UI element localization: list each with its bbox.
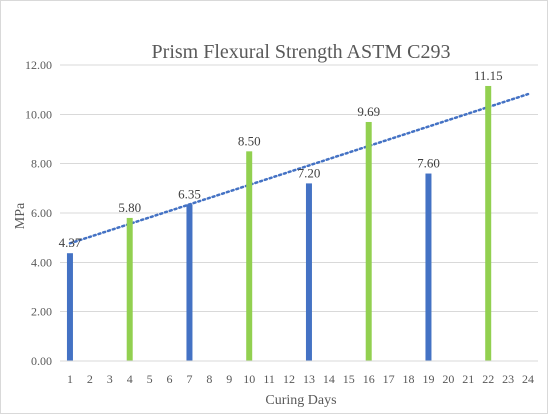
- data-labels: 4.37 5.80 6.35 8.50 7.20 9.69 7.60 11.15: [59, 68, 503, 250]
- x-tick-label: 19: [422, 372, 434, 386]
- x-tick-label: 21: [462, 372, 474, 386]
- data-label-day-4: 5.80: [118, 200, 141, 215]
- data-label-day-13: 7.20: [298, 165, 321, 180]
- bar-day-4: [126, 217, 133, 361]
- x-tick-label: 7: [186, 372, 192, 386]
- x-tick-label: 1: [67, 372, 73, 386]
- y-tick-label: 4.00: [31, 255, 52, 269]
- bar-day-10: [246, 151, 253, 361]
- y-axis-label: MPa: [13, 202, 28, 229]
- x-tick-label: 10: [243, 372, 255, 386]
- x-tick-label: 9: [226, 372, 232, 386]
- data-label-day-1: 4.37: [59, 235, 82, 250]
- x-tick-label: 2: [87, 372, 93, 386]
- x-tick-label: 4: [127, 372, 133, 386]
- data-label-day-7: 6.35: [178, 186, 201, 201]
- x-tick-label: 17: [383, 372, 395, 386]
- data-label-day-16: 9.69: [357, 104, 380, 119]
- x-tick-label: 24: [522, 372, 534, 386]
- bar-day-19: [425, 173, 432, 361]
- x-axis-label: Curing Days: [265, 393, 336, 408]
- x-tick-label: 8: [206, 372, 212, 386]
- bar-day-22: [485, 85, 492, 361]
- chart-title: Prism Flexural Strength ASTM C293: [152, 41, 451, 63]
- bar-day-13: [305, 183, 312, 361]
- x-tick-label: 16: [363, 372, 375, 386]
- data-label-day-10: 8.50: [238, 133, 261, 148]
- bar-day-1: [66, 253, 73, 361]
- x-tick-label: 5: [147, 372, 153, 386]
- x-tick-label: 12: [283, 372, 295, 386]
- bars: [66, 85, 492, 361]
- x-tick-label: 14: [323, 372, 335, 386]
- y-tick-label: 2.00: [31, 305, 52, 319]
- x-tick-label: 15: [343, 372, 355, 386]
- x-tick-label: 3: [107, 372, 113, 386]
- y-tick-label: 8.00: [31, 157, 52, 171]
- bar-day-16: [365, 121, 372, 361]
- linear-trendline: [68, 92, 530, 245]
- y-tick-label: 10.00: [25, 107, 52, 121]
- x-tick-label: 6: [167, 372, 173, 386]
- x-tick-label: 20: [442, 372, 454, 386]
- gridlines: [60, 64, 538, 313]
- bar-day-7: [186, 204, 193, 361]
- data-label-day-22: 11.15: [474, 68, 503, 83]
- x-tick-label: 23: [502, 372, 514, 386]
- x-tick-label: 22: [482, 372, 494, 386]
- y-tick-label: 12.00: [25, 58, 52, 72]
- x-tick-label: 11: [263, 372, 275, 386]
- trendline-layer: [68, 92, 530, 245]
- y-tick-label: 6.00: [31, 206, 52, 220]
- data-label-day-19: 7.60: [417, 156, 440, 171]
- x-tick-label: 18: [403, 372, 415, 386]
- y-tick-label: 0.00: [31, 354, 52, 368]
- x-tick-label: 13: [303, 372, 315, 386]
